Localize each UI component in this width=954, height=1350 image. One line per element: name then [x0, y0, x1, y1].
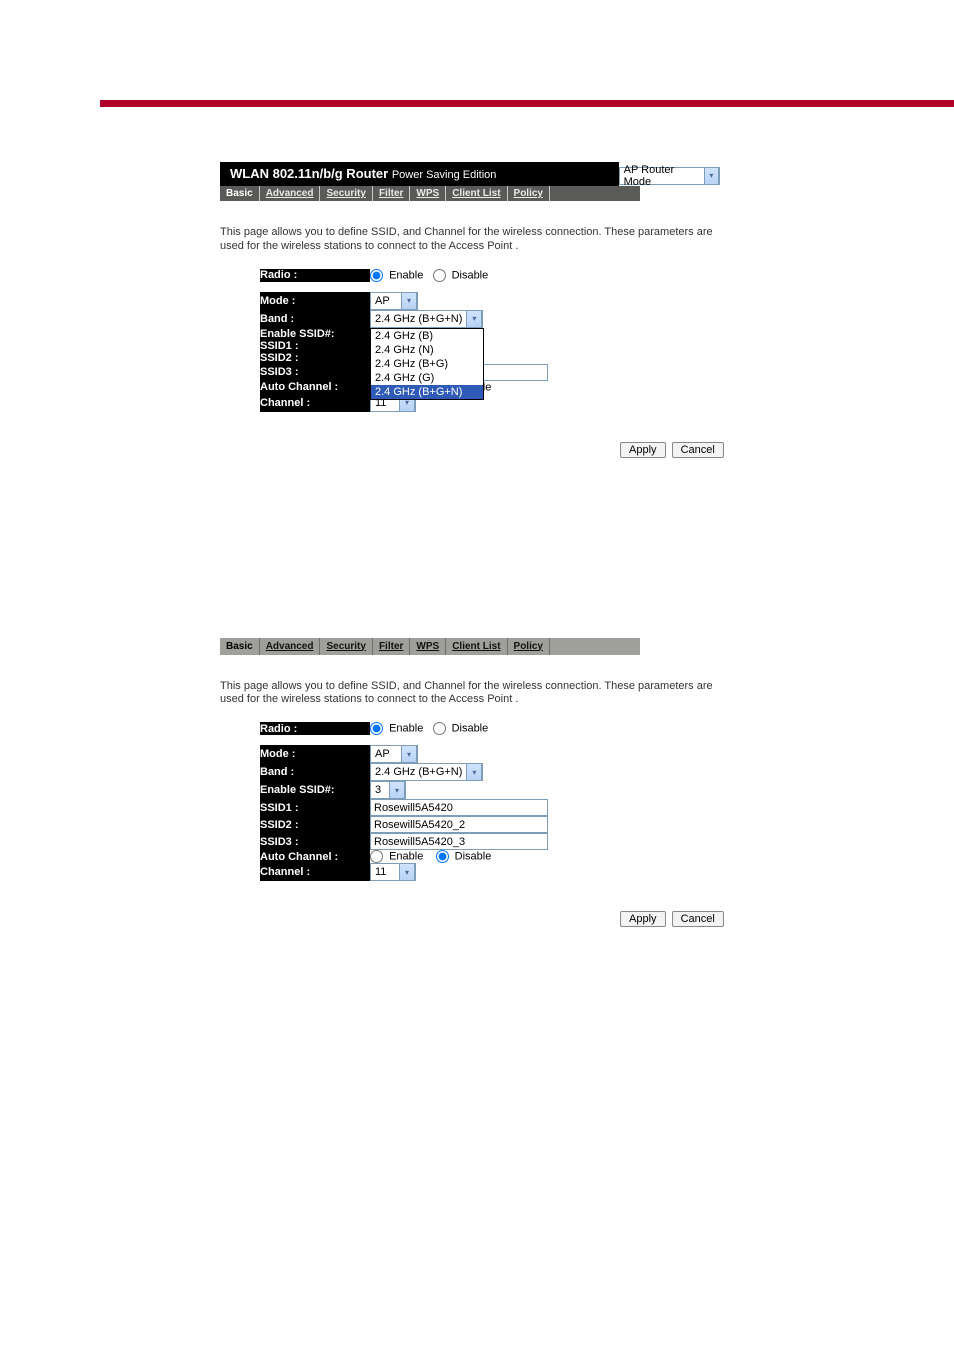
- band-select[interactable]: 2.4 GHz (B+G+N) ▾: [370, 310, 483, 328]
- tab-wps[interactable]: WPS: [410, 638, 446, 655]
- auto-channel-enable[interactable]: [370, 850, 383, 863]
- cancel-button[interactable]: Cancel: [672, 911, 724, 927]
- tab-bar: Basic Advanced Security Filter WPS Clien…: [220, 186, 640, 201]
- band-option-selected[interactable]: 2.4 GHz (B+G+N): [371, 385, 483, 399]
- tab-advanced[interactable]: Advanced: [260, 186, 321, 201]
- chevron-down-icon: ▾: [704, 167, 719, 185]
- label-channel: Channel :: [260, 863, 370, 881]
- band-dropdown-list: 2.4 GHz (B) 2.4 GHz (N) 2.4 GHz (B+G) 2.…: [370, 328, 484, 400]
- auto-channel-enable-label: Enable: [389, 850, 423, 862]
- tab-bar: Basic Advanced Security Filter WPS Clien…: [220, 638, 640, 655]
- band-select-value: 2.4 GHz (B+G+N): [371, 766, 466, 778]
- label-mode: Mode :: [260, 745, 370, 763]
- chevron-down-icon: ▾: [401, 745, 417, 763]
- band-option[interactable]: 2.4 GHz (B+G): [371, 357, 483, 371]
- chevron-down-icon: ▾: [401, 292, 417, 310]
- label-enable-ssid: Enable SSID#:: [260, 781, 370, 799]
- tab-advanced[interactable]: Advanced: [260, 638, 321, 655]
- ssid2-input[interactable]: [370, 816, 548, 833]
- main-mode-select-value: AP Router Mode: [620, 164, 704, 188]
- label-ssid1: SSID1 :: [260, 340, 370, 352]
- brand-red-bar: [100, 100, 954, 107]
- label-band: Band :: [260, 310, 370, 328]
- page-title-bar: WLAN 802.11n/b/g Router Power Saving Edi…: [220, 162, 619, 186]
- band-select-value: 2.4 GHz (B+G+N): [371, 313, 466, 325]
- band-option[interactable]: 2.4 GHz (B): [371, 329, 483, 343]
- tab-policy[interactable]: Policy: [508, 186, 550, 201]
- label-ssid3: SSID3 :: [260, 364, 370, 381]
- radio-enable-label: Enable: [389, 722, 423, 734]
- mode-select[interactable]: AP ▾: [370, 745, 418, 763]
- label-mode: Mode :: [260, 292, 370, 310]
- band-option[interactable]: 2.4 GHz (G): [371, 371, 483, 385]
- chevron-down-icon: ▾: [389, 781, 405, 799]
- settings-form: Radio : Enable Disable Mode : AP ▾: [260, 269, 548, 412]
- tab-wps[interactable]: WPS: [410, 186, 446, 201]
- label-ssid3: SSID3 :: [260, 833, 370, 850]
- cancel-button[interactable]: Cancel: [672, 442, 724, 458]
- radio-disable[interactable]: [433, 722, 446, 735]
- tab-policy[interactable]: Policy: [508, 638, 550, 655]
- label-channel: Channel :: [260, 394, 370, 412]
- intro-text: This page allows you to define SSID, and…: [220, 226, 730, 254]
- band-select[interactable]: 2.4 GHz (B+G+N) ▾: [370, 763, 483, 781]
- title-bold: WLAN 802.11n/b/g Router: [230, 166, 388, 181]
- ssid1-input[interactable]: [370, 799, 548, 816]
- radio-enable[interactable]: [370, 269, 383, 282]
- tab-security[interactable]: Security: [320, 638, 372, 655]
- auto-channel-disable[interactable]: [436, 850, 449, 863]
- radio-disable-label: Disable: [452, 269, 489, 281]
- chevron-down-icon: ▾: [399, 863, 415, 881]
- radio-disable[interactable]: [433, 269, 446, 282]
- tab-client-list[interactable]: Client List: [446, 186, 507, 201]
- mode-select-value: AP: [371, 748, 401, 760]
- main-mode-select[interactable]: AP Router Mode ▾: [619, 167, 720, 185]
- radio-disable-label: Disable: [452, 722, 489, 734]
- label-ssid1: SSID1 :: [260, 799, 370, 816]
- label-ssid2: SSID2 :: [260, 816, 370, 833]
- label-ssid2: SSID2 :: [260, 352, 370, 364]
- title-light: Power Saving Edition: [392, 169, 497, 181]
- label-radio: Radio :: [260, 722, 370, 735]
- tab-basic[interactable]: Basic: [220, 186, 260, 201]
- apply-button[interactable]: Apply: [620, 442, 666, 458]
- mode-select-value: AP: [371, 295, 401, 307]
- radio-enable[interactable]: [370, 722, 383, 735]
- enable-ssid-select[interactable]: 3 ▾: [370, 781, 406, 799]
- chevron-down-icon: ▾: [466, 310, 482, 328]
- tab-client-list[interactable]: Client List: [446, 638, 507, 655]
- tab-filter[interactable]: Filter: [373, 638, 410, 655]
- apply-button[interactable]: Apply: [620, 911, 666, 927]
- label-auto-channel: Auto Channel :: [260, 381, 370, 394]
- channel-select-value: 11: [371, 866, 399, 878]
- enable-ssid-value: 3: [371, 784, 389, 796]
- ssid3-input[interactable]: [370, 833, 548, 850]
- chevron-down-icon: ▾: [466, 763, 482, 781]
- mode-select[interactable]: AP ▾: [370, 292, 418, 310]
- tab-basic[interactable]: Basic: [220, 638, 260, 655]
- auto-channel-disable-label: Disable: [455, 850, 492, 862]
- label-enable-ssid: Enable SSID#:: [260, 328, 370, 340]
- intro-text: This page allows you to define SSID, and…: [220, 680, 730, 708]
- label-auto-channel: Auto Channel :: [260, 850, 370, 863]
- settings-form: Radio : Enable Disable Mode : AP ▾: [260, 722, 548, 881]
- tab-filter[interactable]: Filter: [373, 186, 410, 201]
- channel-select[interactable]: 11 ▾: [370, 863, 416, 881]
- label-radio: Radio :: [260, 269, 370, 282]
- band-option[interactable]: 2.4 GHz (N): [371, 343, 483, 357]
- tab-security[interactable]: Security: [320, 186, 372, 201]
- label-band: Band :: [260, 763, 370, 781]
- radio-enable-label: Enable: [389, 269, 423, 281]
